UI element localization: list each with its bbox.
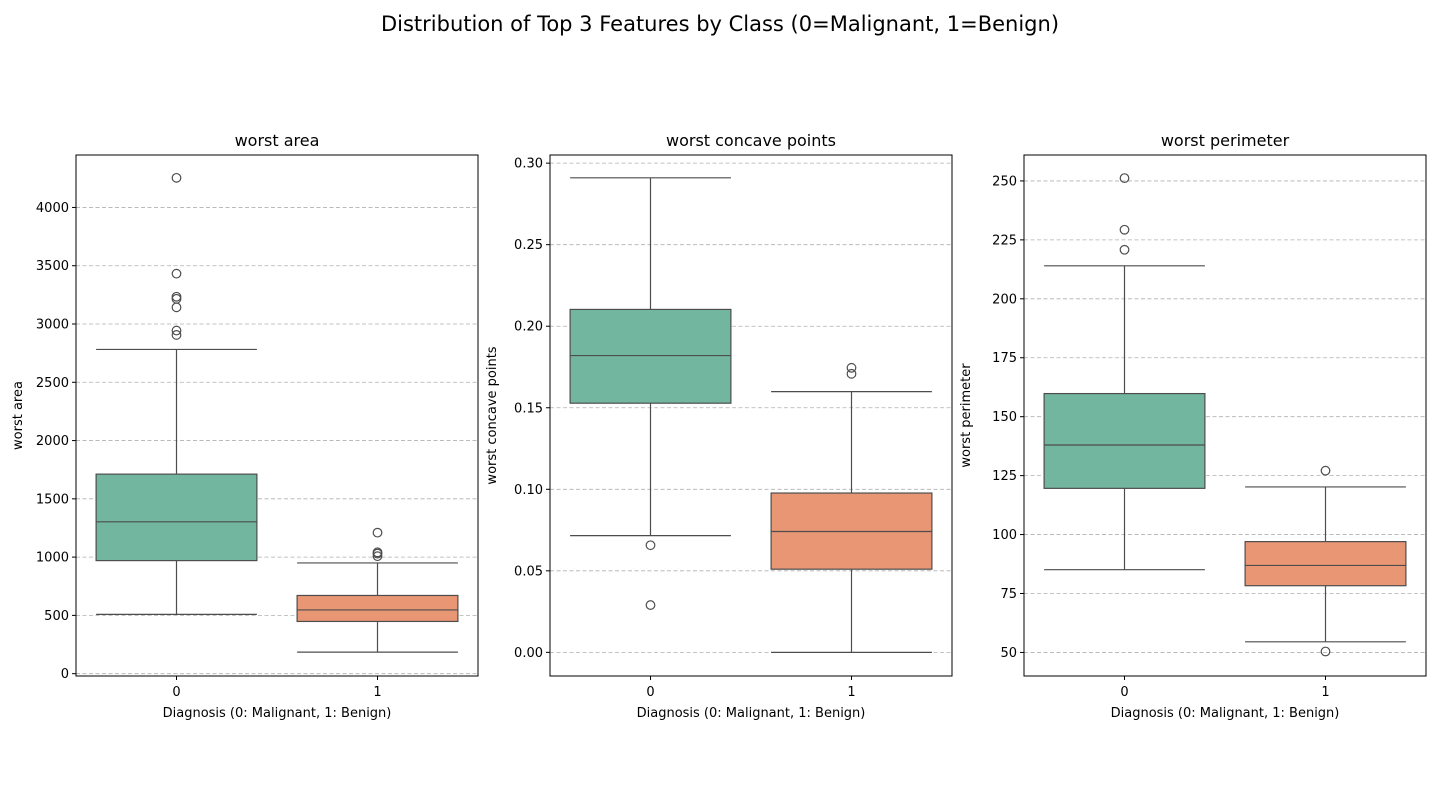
y-tick-label: 0.15: [514, 401, 543, 416]
x-tick-label: 0: [1120, 685, 1128, 700]
outlier-point: [171, 291, 182, 302]
y-tick-label: 0: [61, 667, 69, 682]
outlier-point: [846, 368, 857, 379]
y-axis-label: worst area: [11, 381, 26, 450]
subplot-1: 0 500 1000 1500 2000 2500 3000 3500 4000 0 1 worst …: [11, 131, 479, 721]
outlier-point: [846, 362, 857, 373]
subplot-title: worst perimeter: [1161, 131, 1290, 150]
y-tick-label: 0.30: [514, 157, 543, 172]
subplot-3: 50 75 100 125 150 175 200 225 250 0 1 worst perimet…: [959, 131, 1427, 721]
box-class-0: [569, 308, 732, 404]
subplot-title: worst area: [235, 131, 320, 150]
outlier-point: [1320, 465, 1331, 476]
outlier-point: [1320, 646, 1331, 657]
y-tick-label: 500: [44, 609, 69, 624]
figure-title: Distribution of Top 3 Features by Class …: [381, 12, 1059, 36]
x-tick-label: 1: [1321, 685, 1329, 700]
outlier-point: [171, 293, 182, 304]
y-tick-label: 3000: [36, 318, 69, 333]
y-tick-label: 1500: [36, 492, 69, 507]
box-class-0: [1043, 392, 1206, 489]
plot-frame: [75, 154, 479, 677]
plot-frame: [549, 154, 953, 677]
outlier-point: [645, 600, 656, 610]
outlier-point: [171, 325, 182, 336]
y-tick-label: 50: [1000, 646, 1017, 661]
x-tick-label: 1: [847, 685, 855, 700]
y-tick-label: 0.25: [514, 238, 543, 253]
subplot-2: 0.00 0.05 0.10 0.15 0.20 0.25 0.30 0 1 worst conc…: [485, 131, 953, 721]
y-tick-label: 225: [992, 233, 1017, 248]
subplot-title: worst concave points: [666, 131, 836, 150]
box-class-0: [95, 473, 258, 562]
x-axis-label: Diagnosis (0: Malignant, 1: Benign): [163, 706, 392, 721]
box-class-1: [1244, 541, 1407, 587]
x-axis-label: Diagnosis (0: Malignant, 1: Benign): [637, 706, 866, 721]
y-axis-label: worst concave points: [485, 346, 500, 484]
y-tick-label: 0.20: [514, 320, 543, 335]
outlier-point: [171, 268, 182, 279]
y-tick-label: 200: [992, 292, 1017, 307]
outlier-point: [171, 172, 182, 183]
y-tick-label: 3500: [36, 259, 69, 274]
outlier-point: [171, 330, 182, 340]
x-axis-label: Diagnosis (0: Malignant, 1: Benign): [1111, 706, 1340, 721]
y-axis-label: worst perimeter: [959, 363, 974, 468]
outlier-point: [171, 302, 182, 313]
box-class-1: [296, 594, 459, 623]
plot-frame: [1023, 154, 1427, 677]
y-tick-label: 2500: [36, 376, 69, 391]
outlier-point: [372, 548, 383, 559]
x-tick-label: 0: [172, 685, 180, 700]
x-tick-label: 1: [373, 685, 381, 700]
outlier-point: [372, 551, 383, 562]
outlier-point: [1119, 224, 1130, 235]
y-tick-label: 150: [992, 410, 1017, 425]
y-tick-label: 250: [992, 174, 1017, 189]
y-tick-label: 125: [992, 469, 1017, 484]
y-tick-label: 0.05: [514, 564, 543, 579]
y-tick-label: 2000: [36, 434, 69, 449]
y-tick-label: 175: [992, 351, 1017, 366]
y-tick-label: 75: [1000, 587, 1017, 602]
outlier-point: [645, 540, 656, 551]
outlier-point: [1119, 173, 1130, 184]
y-tick-label: 0.00: [514, 646, 543, 661]
outlier-point: [1119, 244, 1130, 255]
outlier-point: [372, 527, 383, 538]
y-tick-label: 100: [992, 528, 1017, 543]
y-tick-label: 4000: [36, 201, 69, 216]
y-tick-label: 1000: [36, 551, 69, 566]
x-tick-label: 0: [646, 685, 654, 700]
y-tick-label: 0.10: [514, 483, 543, 498]
